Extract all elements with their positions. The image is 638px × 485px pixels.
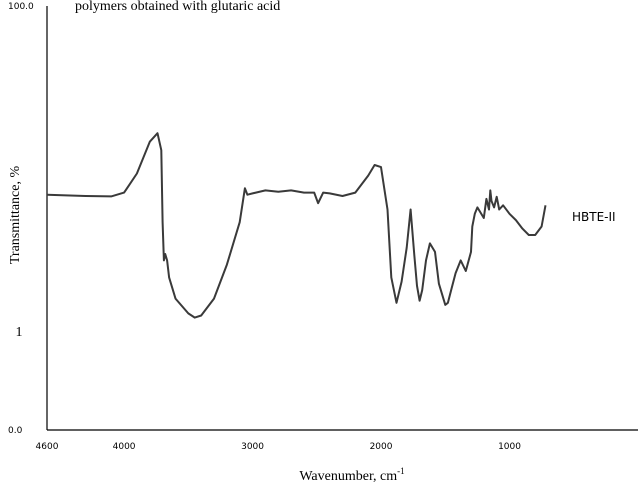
- x-tick-labels: 4600 4000 3000 2000 1000: [36, 442, 522, 452]
- x-axis-title-text: Wavenumber, cm: [299, 469, 397, 484]
- x-tick-label: 4000: [113, 442, 136, 452]
- y-axis-marker: 1: [16, 325, 23, 340]
- series-label-hbte-ii: HBTE-II: [572, 210, 616, 224]
- y-tick-label: 100.0: [8, 2, 34, 12]
- x-axis-title: Wavenumber, cm-1: [299, 466, 404, 484]
- x-tick-label: 3000: [241, 442, 264, 452]
- series-line-hbte-ii: [46, 132, 547, 319]
- y-axis-title: Transmittance, %: [8, 166, 23, 265]
- x-tick-label: 2000: [370, 442, 393, 452]
- x-tick-label: 1000: [498, 442, 521, 452]
- y-tick-labels: 0.0 100.0: [8, 2, 34, 436]
- header-text-fragment: polymers obtained with glutaric acid: [75, 0, 280, 14]
- y-axis-title-text: Transmittance, %: [8, 166, 23, 265]
- x-tick-label: 4600: [36, 442, 59, 452]
- x-axis-title-superscript: -1: [397, 466, 405, 476]
- axes: [46, 6, 638, 431]
- y-tick-label: 0.0: [8, 426, 23, 436]
